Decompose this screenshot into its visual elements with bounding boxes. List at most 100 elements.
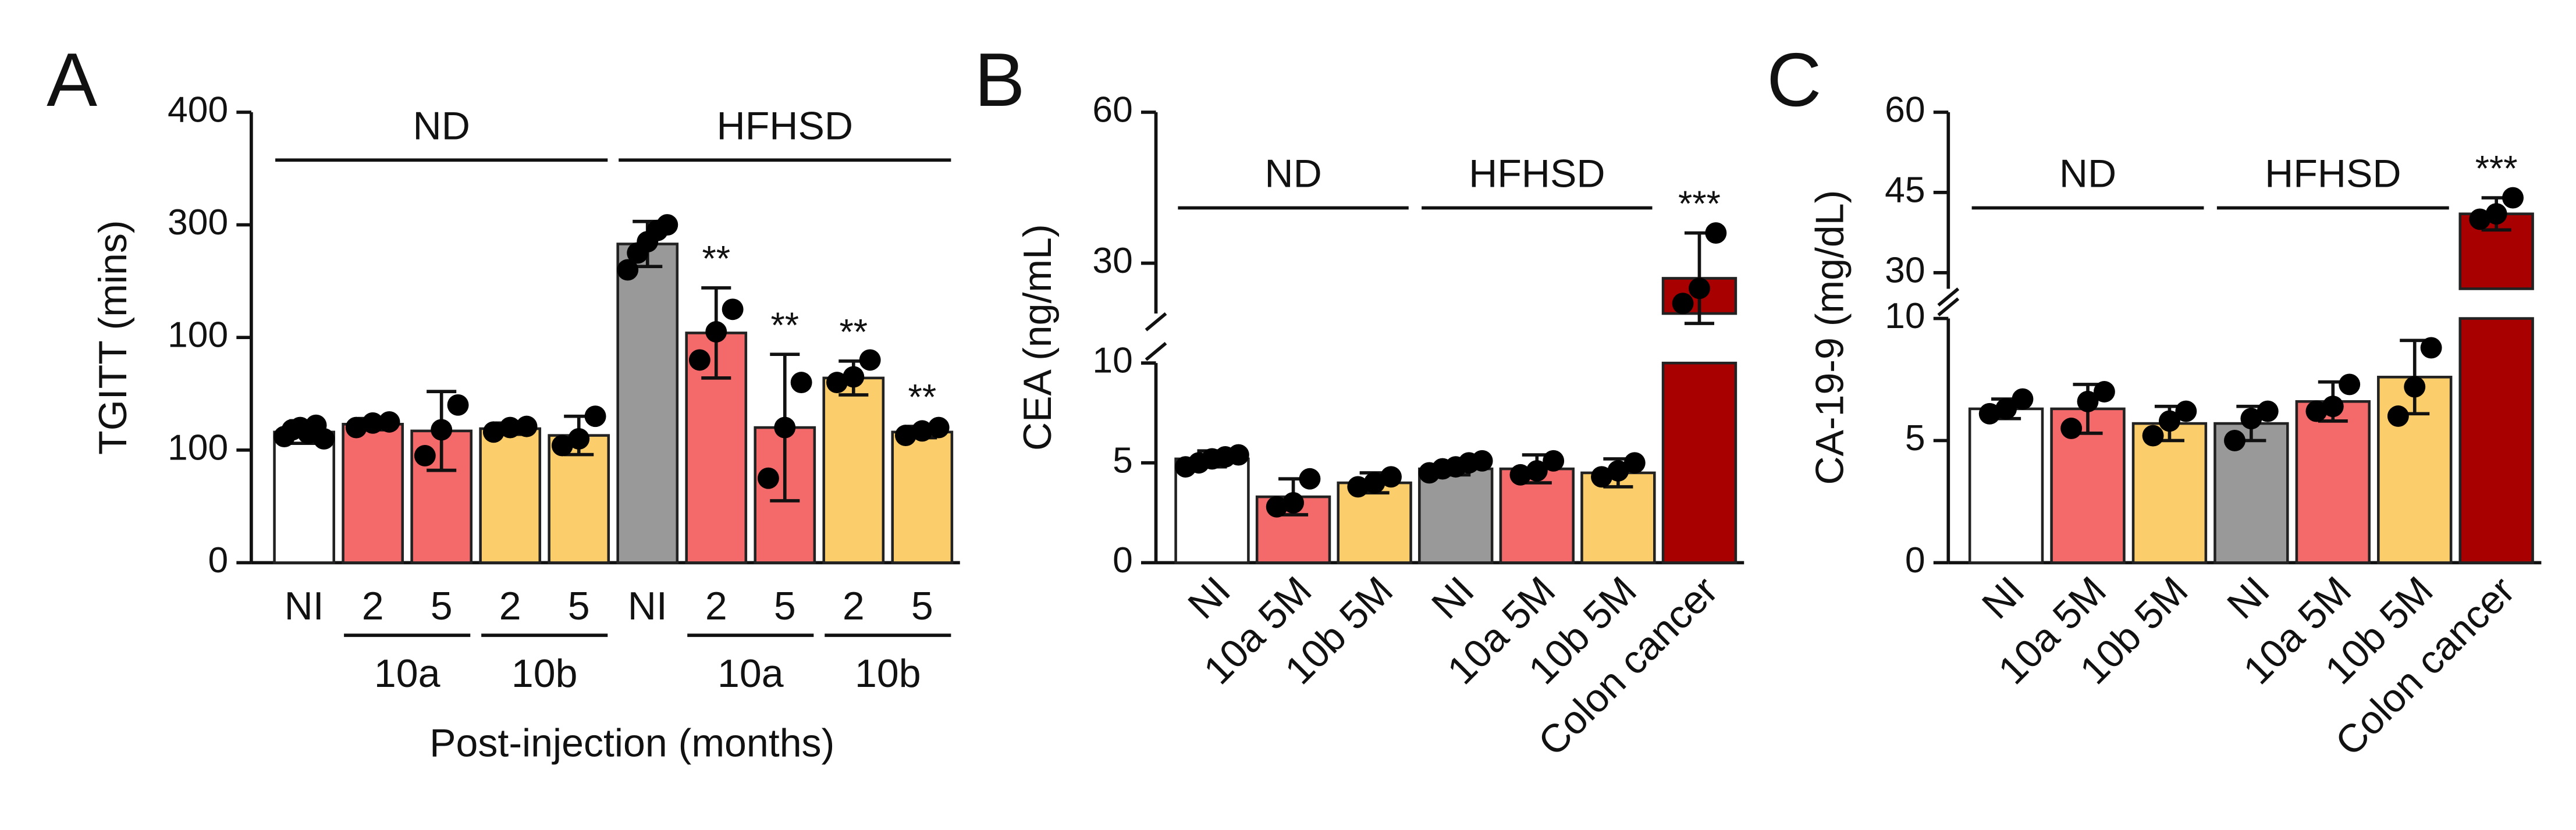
y-tick-label: 60: [1885, 90, 1925, 130]
y-tick-label: 0: [1905, 540, 1925, 580]
data-point: [722, 298, 744, 320]
bar: [2458, 317, 2534, 564]
data-point: [1526, 460, 1548, 482]
y-tick-label: 0: [208, 540, 228, 580]
subgroup-label: 10a: [374, 651, 440, 696]
bar: [273, 430, 335, 564]
significance: **: [702, 239, 730, 279]
data-point: [2093, 381, 2115, 402]
y-axis-label: TGITT (mins): [91, 220, 135, 454]
data-point: [656, 214, 678, 236]
significance: **: [908, 377, 937, 418]
bar: [1661, 361, 1738, 564]
y-tick-label: 100: [168, 315, 228, 355]
group-label: HFHSD: [1469, 152, 1605, 196]
x-tick-label: NI: [285, 584, 324, 628]
data-point: [1623, 452, 1646, 474]
bar: [1418, 467, 1494, 564]
data-point: [617, 259, 639, 281]
y-tick-label: 0: [1113, 540, 1133, 580]
significance: **: [840, 312, 868, 352]
data-point: [414, 445, 436, 466]
subgroup-label: 10b: [511, 651, 578, 696]
data-point: [2502, 187, 2524, 209]
data-point: [313, 428, 335, 450]
data-point: [1227, 444, 1249, 466]
data-point: [1380, 466, 1402, 488]
significance: ***: [2475, 149, 2518, 189]
y-tick-label: 10: [1885, 296, 1925, 336]
x-tick-label: 2: [705, 584, 727, 628]
data-point: [1995, 398, 2017, 420]
data-point: [688, 349, 710, 371]
group-label: HFHSD: [2265, 152, 2401, 196]
y-tick-label: 30: [1092, 241, 1132, 281]
axis-break: [1145, 312, 1167, 332]
data-point: [2077, 390, 2099, 412]
data-point: [757, 467, 779, 489]
data-point: [345, 416, 367, 439]
axis-break: [1937, 287, 1960, 307]
x-tick-label: NI: [1179, 568, 1239, 628]
data-point: [1299, 468, 1321, 490]
data-point: [2060, 418, 2083, 439]
data-point: [378, 411, 400, 433]
bar: [2131, 422, 2208, 564]
x-tick-label: NI: [1974, 568, 2033, 628]
x-tick-label: NI: [628, 584, 667, 628]
data-point: [843, 366, 865, 388]
data-point: [895, 425, 916, 447]
y-tick-label: 100: [168, 428, 228, 468]
x-axis-label: Post-injection (months): [429, 721, 834, 765]
x-tick-label: 5: [431, 584, 453, 628]
data-point: [2175, 400, 2197, 422]
data-point: [1689, 277, 1710, 300]
data-point: [1672, 293, 1694, 315]
data-point: [1471, 450, 1493, 472]
data-point: [551, 434, 573, 457]
subgroup-label: 10a: [717, 651, 784, 696]
bar: [1968, 407, 2044, 564]
data-point: [1266, 496, 1288, 518]
data-point: [928, 416, 950, 439]
bar: [822, 376, 885, 564]
data-point: [2012, 388, 2034, 410]
data-point: [1705, 222, 1727, 244]
data-point: [362, 412, 384, 434]
data-point: [568, 428, 590, 450]
y-tick-label: 10: [1092, 341, 1132, 381]
axis-break: [1937, 297, 1960, 317]
bar: [548, 434, 610, 564]
data-point: [2387, 405, 2409, 427]
significance: ***: [1678, 184, 1721, 225]
bar: [2295, 400, 2371, 564]
data-point: [2224, 430, 2245, 451]
panel-letter: B: [974, 37, 1025, 122]
data-point: [1591, 466, 1612, 488]
y-tick-label: 60: [1092, 90, 1132, 130]
data-point: [2159, 410, 2180, 432]
significance: **: [771, 305, 800, 345]
data-point: [2240, 408, 2262, 430]
data-point: [482, 421, 504, 443]
x-tick-label: 5: [774, 584, 796, 628]
bar: [1499, 467, 1575, 564]
x-tick-label: NI: [1423, 568, 1483, 628]
data-point: [2322, 396, 2344, 418]
group-label: HFHSD: [717, 104, 853, 148]
y-tick-label: 300: [168, 202, 228, 243]
data-point: [1347, 476, 1369, 498]
data-point: [1282, 491, 1305, 514]
bar: [1337, 481, 1412, 564]
y-tick-label: 45: [1885, 170, 1925, 210]
data-point: [447, 394, 469, 416]
bar: [479, 427, 542, 564]
bar: [2213, 422, 2289, 564]
x-tick-label: NI: [2219, 568, 2278, 628]
data-point: [1543, 450, 1565, 472]
data-point: [790, 372, 812, 394]
data-point: [584, 405, 606, 428]
data-point: [826, 372, 848, 394]
